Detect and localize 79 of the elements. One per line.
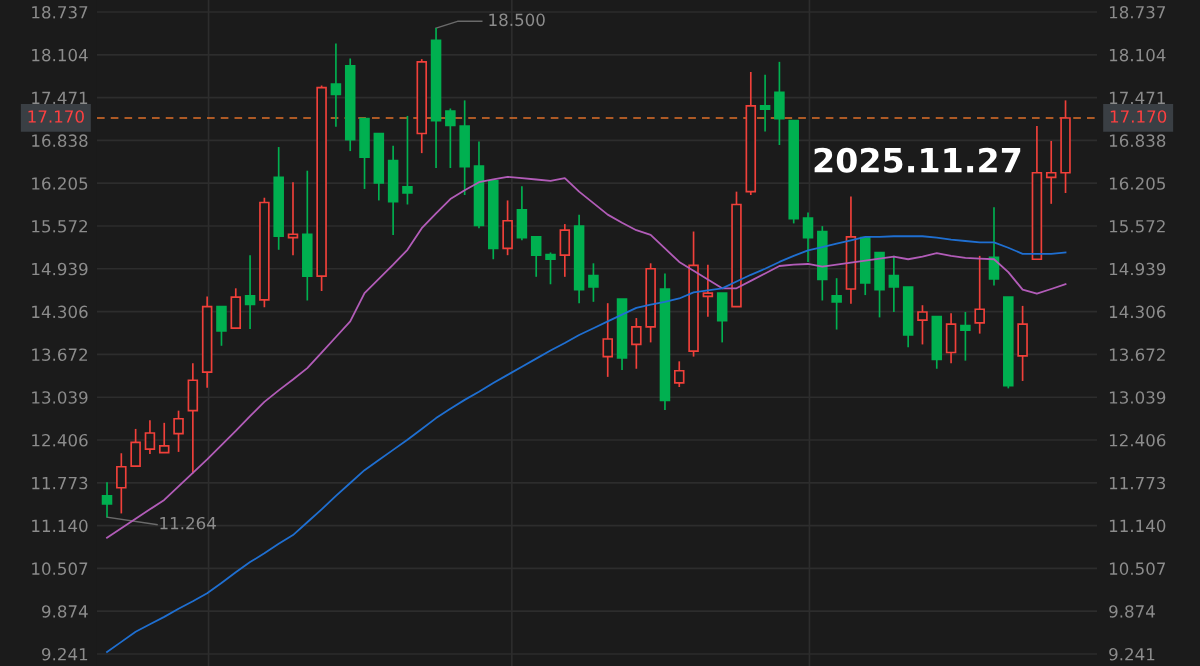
candlestick [874, 251, 885, 319]
y2-tick-label: 16.838 [1109, 134, 1166, 147]
annotation: 18.500 [489, 13, 545, 27]
candlestick [716, 292, 728, 344]
ref-line-label: 17.170 [28, 110, 84, 123]
y-tick-label: 11.140 [32, 519, 88, 533]
y-tick-label: 15.572 [32, 219, 87, 233]
candlestick [817, 225, 828, 302]
candlestick [116, 452, 127, 515]
candlestick [1017, 305, 1028, 382]
candlestick [945, 312, 957, 365]
candlestick [559, 223, 571, 278]
y2-tick-label: 11.140 [1109, 519, 1166, 533]
candlestick [244, 254, 256, 330]
line-series [106, 175, 1067, 539]
candlestick [488, 179, 499, 261]
y-tick-label: 14.939 [32, 262, 88, 276]
candlestick [273, 146, 284, 251]
y2-tick-label: 18.737 [1109, 6, 1165, 19]
candlestick [745, 71, 757, 196]
candlestick [287, 181, 299, 257]
y-tick-label: 18.737 [32, 6, 88, 19]
annotation: 11.264 [160, 516, 216, 530]
candlestick [659, 272, 671, 411]
candlestick [1031, 125, 1043, 261]
candlestick [759, 73, 771, 133]
y-tick-label: 13.039 [32, 391, 88, 404]
y-tick-label: 18.104 [32, 48, 88, 62]
y-tick-label: 16.838 [32, 134, 88, 147]
candlestick [974, 255, 985, 335]
candlestick [144, 419, 156, 455]
candlestick [344, 57, 356, 152]
y-tick-label: 14.306 [32, 305, 88, 319]
text: 2025.11.27 [814, 147, 1021, 173]
candlestick [201, 295, 213, 389]
y2-tick-label: 11.773 [1109, 476, 1166, 490]
candlestick [373, 132, 385, 202]
candlestick [359, 117, 370, 190]
candlestick [330, 42, 342, 128]
candlestick [530, 236, 542, 278]
candlestick [774, 61, 785, 146]
candlestick [573, 213, 585, 305]
candlestick [902, 286, 914, 348]
y-tick-label: 9.241 [42, 647, 88, 661]
candlestick [230, 287, 242, 330]
text: 17.170 [1110, 110, 1167, 123]
y-tick-label: 13.672 [32, 348, 87, 361]
candlestick [187, 362, 199, 475]
y2-tick-label: 12.406 [1109, 433, 1166, 447]
y2-tick-label: 17.471 [1109, 91, 1165, 104]
candlestick [859, 236, 871, 296]
candlestick [158, 422, 170, 454]
y2-tick-label: 16.205 [1109, 177, 1165, 190]
candlestick [1045, 140, 1057, 205]
y-tick-label: 10.507 [32, 562, 88, 575]
y2-tick-label: 9.241 [1109, 647, 1155, 661]
candlestick [387, 144, 399, 236]
y-tick-label: 17.471 [32, 91, 88, 104]
candlestick [602, 302, 613, 378]
line-series [106, 235, 1067, 653]
y-tick-label: 12.406 [32, 433, 88, 447]
candlestick [616, 298, 628, 371]
candlestick [430, 27, 442, 169]
y2-tick-label: 13.039 [1109, 391, 1166, 404]
candlestick [302, 169, 313, 302]
y2-tick-label: 18.104 [1109, 48, 1166, 62]
y2-tick-label: 14.939 [1109, 262, 1166, 276]
y2-tick-label: 9.874 [1109, 605, 1155, 618]
candlestick [459, 99, 470, 196]
candlestick [101, 481, 113, 519]
candlestick [931, 315, 943, 370]
y-tick-label: 9.874 [42, 605, 88, 618]
y2-tick-label: 13.672 [1109, 348, 1165, 361]
candlestick [702, 263, 714, 318]
y2-tick-label: 10.507 [1109, 562, 1165, 575]
y-tick-label: 11.773 [32, 476, 88, 490]
y2-tick-label: 14.306 [1109, 305, 1166, 319]
y2-tick-label: 15.572 [1109, 219, 1165, 233]
y-tick-label: 16.205 [32, 177, 88, 190]
